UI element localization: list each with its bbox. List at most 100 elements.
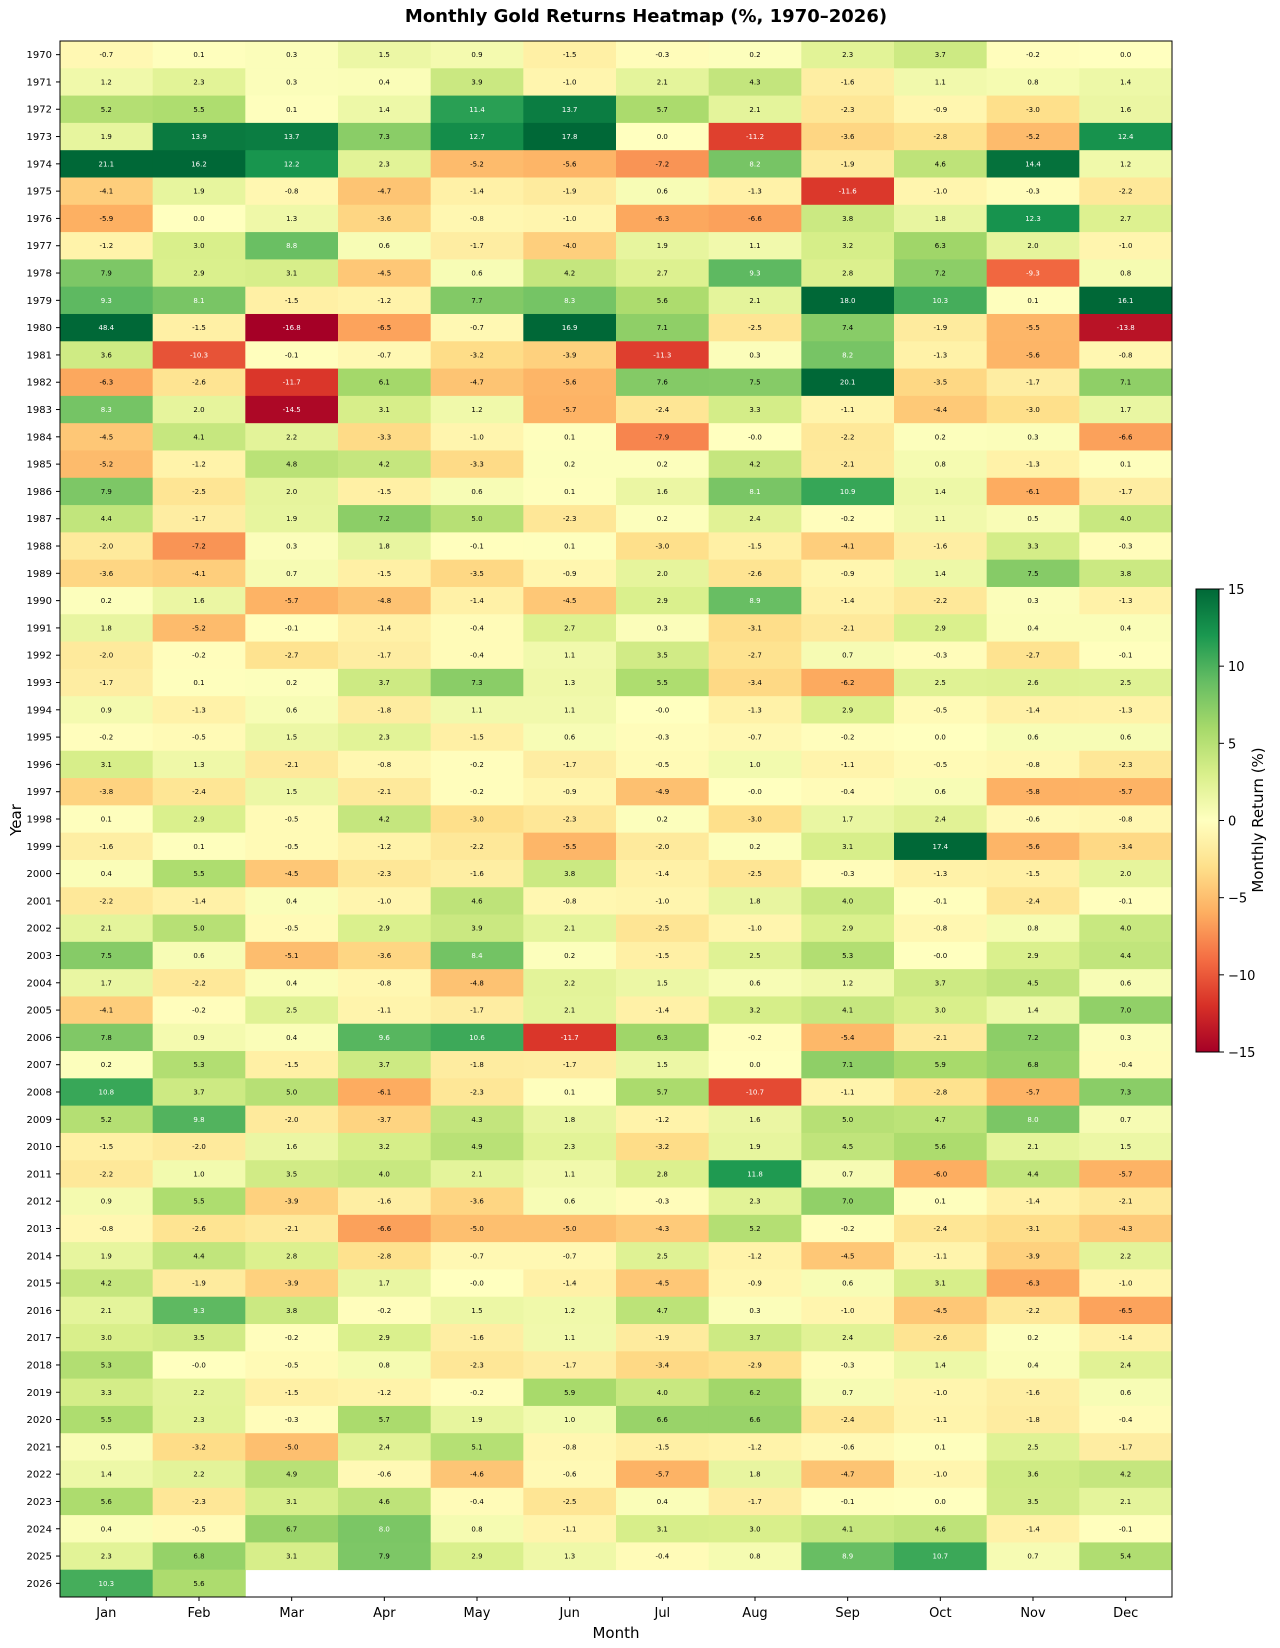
heatmap-cell (152, 395, 246, 424)
heatmap-cell-label: 5.5 (193, 1198, 204, 1206)
heatmap-cell-label: 16.9 (562, 324, 578, 332)
heatmap-cell (523, 395, 617, 424)
heatmap-cell (430, 750, 524, 779)
heatmap-cell-label: -2.4 (1026, 897, 1040, 905)
heatmap-cell-label: -2.2 (1119, 188, 1133, 196)
y-tick-label: 1976 (27, 214, 52, 225)
heatmap-cell-label: 6.6 (749, 1416, 761, 1424)
heatmap-cell (1079, 341, 1173, 369)
heatmap-cell (894, 1324, 988, 1352)
heatmap-cell-label: -4.8 (377, 597, 391, 605)
heatmap-cell (430, 1132, 524, 1161)
heatmap-cell (60, 68, 154, 96)
heatmap-cell-label: -6.3 (99, 379, 113, 387)
heatmap-cell (986, 1296, 1080, 1325)
heatmap-cell (986, 532, 1080, 561)
heatmap-cell-label: 2.9 (842, 925, 853, 933)
y-tick-label: 1973 (27, 132, 52, 143)
heatmap-cell-label: -0.0 (655, 706, 669, 714)
heatmap-cell-label: -1.8 (377, 706, 391, 714)
heatmap-cell-label: 5.5 (193, 870, 204, 878)
heatmap-cell-label: 7.7 (471, 297, 482, 305)
heatmap-cell (801, 914, 895, 943)
heatmap-cell-label: 0.9 (101, 706, 112, 714)
heatmap-cell (708, 1351, 802, 1380)
heatmap-cell (523, 1378, 617, 1407)
heatmap-cell (152, 586, 246, 615)
heatmap-cell-label: 2.7 (1120, 215, 1131, 223)
heatmap-cell-label: -1.6 (933, 543, 947, 551)
heatmap-cell-label: 3.7 (935, 51, 946, 59)
heatmap-cell (523, 887, 617, 915)
heatmap-cell-label: 2.1 (471, 1170, 482, 1178)
heatmap-cell-label: 1.8 (749, 897, 760, 905)
heatmap-cell-label: -5.6 (563, 379, 577, 387)
heatmap-cell-label: 2.4 (935, 816, 947, 824)
heatmap-cell-label: -0.5 (285, 843, 299, 851)
heatmap-cell (338, 95, 432, 124)
heatmap-cell (986, 1160, 1080, 1188)
heatmap-cell (986, 232, 1080, 260)
heatmap-cell-label: 17.4 (933, 843, 949, 851)
heatmap-cell (616, 750, 710, 779)
heatmap-cell-label: 2.8 (842, 270, 853, 278)
heatmap-cell (523, 668, 617, 697)
heatmap-cell (152, 1542, 246, 1571)
heatmap-cell-label: -2.1 (841, 624, 855, 632)
heatmap-cell (152, 204, 246, 233)
heatmap-cell-label: 7.3 (471, 679, 482, 687)
heatmap-cell (245, 1214, 339, 1243)
heatmap-cell (60, 1378, 154, 1407)
heatmap-cell-label: 2.6 (1027, 679, 1039, 687)
heatmap-cell-label: -2.2 (99, 1170, 113, 1178)
heatmap-cell-label: -2.5 (748, 324, 762, 332)
heatmap-cell (523, 1433, 617, 1461)
heatmap-cell-label: 2.3 (101, 1553, 112, 1561)
heatmap-cell (1079, 887, 1173, 915)
heatmap-cell (801, 1460, 895, 1489)
heatmap-cell-label: -0.4 (470, 624, 484, 632)
heatmap-cell (430, 805, 524, 834)
heatmap-cell (523, 450, 617, 479)
heatmap-cell (616, 286, 710, 315)
heatmap-cell (60, 259, 154, 288)
heatmap-cell-label: -0.0 (470, 1280, 484, 1288)
heatmap-cell-label: 2.9 (471, 1553, 482, 1561)
heatmap-cell-label: 7.5 (1027, 570, 1038, 578)
heatmap-cell-label: -0.2 (470, 761, 484, 769)
heatmap-cell (616, 259, 710, 288)
heatmap-cell (60, 41, 154, 69)
heatmap-cell-label: 1.4 (1027, 1007, 1039, 1015)
heatmap-cell (152, 1296, 246, 1325)
heatmap-cell-label: 2.3 (842, 51, 853, 59)
heatmap-cell-label: 0.1 (193, 679, 204, 687)
heatmap-cell-label: 10.6 (469, 1034, 485, 1042)
heatmap-cell-label: 3.1 (286, 1553, 297, 1561)
heatmap-cell-label: -4.5 (99, 433, 113, 441)
heatmap-cell (986, 341, 1080, 369)
y-tick-label: 2012 (27, 1197, 52, 1208)
heatmap-cell (60, 887, 154, 915)
heatmap-cell-label: 3.7 (935, 979, 946, 987)
heatmap-cell (60, 641, 154, 670)
heatmap-cell-label: 2.5 (657, 1252, 668, 1260)
heatmap-cell-label: -3.6 (841, 133, 855, 141)
heatmap-cell (616, 859, 710, 888)
heatmap-cell (152, 259, 246, 288)
heatmap-cell (152, 1378, 246, 1407)
heatmap-cell-label: -2.5 (655, 925, 669, 933)
heatmap-cell-label: 0.6 (749, 979, 761, 987)
heatmap-cell (986, 668, 1080, 697)
heatmap-cell (523, 1460, 617, 1489)
heatmap-cell (1079, 1460, 1173, 1489)
heatmap-cell-label: 2.9 (842, 706, 853, 714)
heatmap-cell-label: 7.3 (1120, 1088, 1131, 1096)
heatmap-cell-label: -1.6 (470, 1334, 484, 1342)
heatmap-cell-label: -0.6 (563, 1471, 577, 1479)
heatmap-cell (60, 368, 154, 397)
heatmap-cell (152, 41, 246, 69)
heatmap-cell-label: -6.1 (377, 1088, 391, 1096)
heatmap-cell (430, 177, 524, 206)
heatmap-cell-label: -3.9 (285, 1198, 299, 1206)
heatmap-cell (1079, 368, 1173, 397)
